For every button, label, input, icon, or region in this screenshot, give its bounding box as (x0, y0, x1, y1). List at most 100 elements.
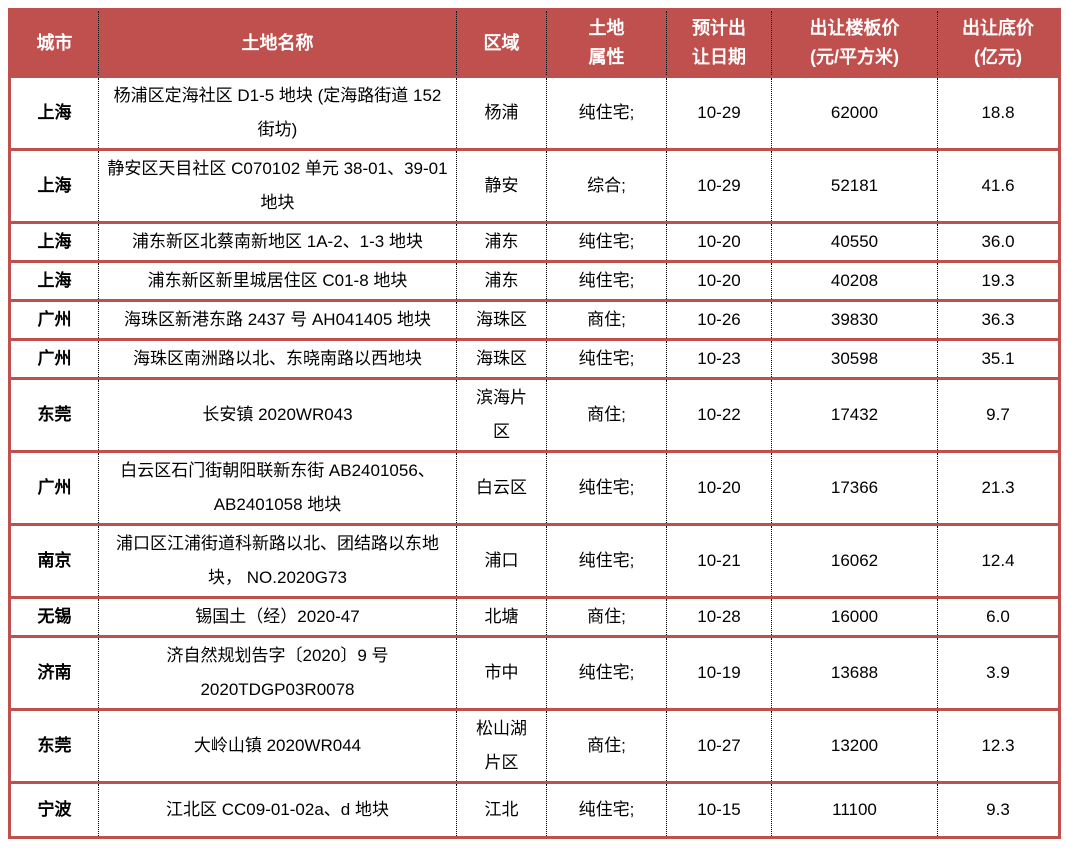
cell-land-name: 白云区石门街朝阳联新东街 AB2401056、AB2401058 地块 (98, 451, 457, 526)
cell-date: 10-29 (666, 76, 772, 151)
cell-base-price: 19.3 (937, 261, 1060, 302)
cell-floor-price: 40208 (771, 261, 938, 302)
cell-date: 10-29 (666, 149, 772, 224)
table-row: 东莞 大岭山镇 2020WR044 松山湖片区 商住; 10-27 13200 … (9, 709, 1060, 784)
cell-date: 10-20 (666, 222, 772, 263)
cell-floor-price: 52181 (771, 149, 938, 224)
cell-date: 10-20 (666, 261, 772, 302)
cell-base-price: 36.0 (937, 222, 1060, 263)
cell-base-price: 41.6 (937, 149, 1060, 224)
cell-floor-price: 62000 (771, 76, 938, 151)
cell-date: 10-15 (666, 782, 772, 839)
col-header-floor-price: 出让楼板价 (元/平方米) (771, 9, 938, 78)
cell-date: 10-21 (666, 524, 772, 599)
cell-attribute: 纯住宅; (546, 76, 667, 151)
table-row: 济南 济自然规划告字〔2020〕9 号 2020TDGP03R0078 市中 纯… (9, 636, 1060, 711)
cell-district: 松山湖片区 (456, 709, 547, 784)
table-row: 无锡 锡国土（经）2020-47 北塘 商住; 10-28 16000 6.0 (9, 597, 1060, 638)
table-row: 广州 海珠区新港东路 2437 号 AH041405 地块 海珠区 商住; 10… (9, 300, 1060, 341)
cell-land-name: 江北区 CC09-01-02a、d 地块 (98, 782, 457, 839)
cell-attribute: 纯住宅; (546, 636, 667, 711)
cell-attribute: 商住; (546, 300, 667, 341)
cell-base-price: 9.3 (937, 782, 1060, 839)
cell-date: 10-23 (666, 339, 772, 380)
cell-floor-price: 13200 (771, 709, 938, 784)
cell-district: 浦东 (456, 222, 547, 263)
cell-floor-price: 39830 (771, 300, 938, 341)
cell-district: 浦口 (456, 524, 547, 599)
cell-attribute: 商住; (546, 378, 667, 453)
cell-attribute: 纯住宅; (546, 524, 667, 599)
cell-land-name: 大岭山镇 2020WR044 (98, 709, 457, 784)
table-row: 宁波 江北区 CC09-01-02a、d 地块 江北 纯住宅; 10-15 11… (9, 782, 1060, 839)
cell-floor-price: 40550 (771, 222, 938, 263)
cell-district: 白云区 (456, 451, 547, 526)
table-row: 上海 浦东新区新里城居住区 C01-8 地块 浦东 纯住宅; 10-20 402… (9, 261, 1060, 302)
cell-district: 海珠区 (456, 339, 547, 380)
cell-base-price: 12.3 (937, 709, 1060, 784)
cell-base-price: 35.1 (937, 339, 1060, 380)
cell-attribute: 纯住宅; (546, 339, 667, 380)
cell-land-name: 浦东新区新里城居住区 C01-8 地块 (98, 261, 457, 302)
cell-floor-price: 17366 (771, 451, 938, 526)
col-header-attribute: 土地 属性 (546, 9, 667, 78)
cell-city: 广州 (9, 339, 99, 380)
cell-city: 上海 (9, 149, 99, 224)
table-row: 上海 静安区天目社区 C070102 单元 38-01、39-01 地块 静安 … (9, 149, 1060, 224)
cell-date: 10-22 (666, 378, 772, 453)
cell-base-price: 3.9 (937, 636, 1060, 711)
cell-city: 上海 (9, 76, 99, 151)
cell-land-name: 济自然规划告字〔2020〕9 号 2020TDGP03R0078 (98, 636, 457, 711)
cell-attribute: 商住; (546, 709, 667, 784)
table-row: 广州 白云区石门街朝阳联新东街 AB2401056、AB2401058 地块 白… (9, 451, 1060, 526)
cell-land-name: 锡国土（经）2020-47 (98, 597, 457, 638)
cell-city: 无锡 (9, 597, 99, 638)
col-header-land-name: 土地名称 (98, 9, 457, 78)
cell-date: 10-27 (666, 709, 772, 784)
table-row: 东莞 长安镇 2020WR043 滨海片区 商住; 10-22 17432 9.… (9, 378, 1060, 453)
land-transfer-table: 城市 土地名称 区域 土地 属性 预计出 让日期 出让楼板价 (元/平方米) 出… (8, 8, 1061, 839)
cell-attribute: 商住; (546, 597, 667, 638)
cell-land-name: 浦口区江浦街道科新路以北、团结路以东地块， NO.2020G73 (98, 524, 457, 599)
cell-date: 10-26 (666, 300, 772, 341)
cell-city: 上海 (9, 261, 99, 302)
cell-attribute: 纯住宅; (546, 222, 667, 263)
cell-land-name: 长安镇 2020WR043 (98, 378, 457, 453)
table-row: 上海 杨浦区定海社区 D1-5 地块 (定海路街道 152 街坊) 杨浦 纯住宅… (9, 76, 1060, 151)
cell-floor-price: 16000 (771, 597, 938, 638)
cell-date: 10-19 (666, 636, 772, 711)
cell-base-price: 6.0 (937, 597, 1060, 638)
cell-land-name: 静安区天目社区 C070102 单元 38-01、39-01 地块 (98, 149, 457, 224)
cell-base-price: 21.3 (937, 451, 1060, 526)
cell-city: 宁波 (9, 782, 99, 839)
cell-city: 济南 (9, 636, 99, 711)
table-row: 上海 浦东新区北蔡南新地区 1A-2、1-3 地块 浦东 纯住宅; 10-20 … (9, 222, 1060, 263)
cell-attribute: 纯住宅; (546, 451, 667, 526)
cell-attribute: 综合; (546, 149, 667, 224)
cell-city: 广州 (9, 300, 99, 341)
cell-land-name: 海珠区南洲路以北、东晓南路以西地块 (98, 339, 457, 380)
cell-land-name: 海珠区新港东路 2437 号 AH041405 地块 (98, 300, 457, 341)
col-header-city: 城市 (9, 9, 99, 78)
cell-district: 海珠区 (456, 300, 547, 341)
cell-base-price: 36.3 (937, 300, 1060, 341)
cell-base-price: 9.7 (937, 378, 1060, 453)
cell-city: 南京 (9, 524, 99, 599)
cell-attribute: 纯住宅; (546, 261, 667, 302)
cell-district: 滨海片区 (456, 378, 547, 453)
cell-district: 江北 (456, 782, 547, 839)
col-header-district: 区域 (456, 9, 547, 78)
cell-district: 杨浦 (456, 76, 547, 151)
table-body: 上海 杨浦区定海社区 D1-5 地块 (定海路街道 152 街坊) 杨浦 纯住宅… (9, 76, 1060, 839)
cell-land-name: 浦东新区北蔡南新地区 1A-2、1-3 地块 (98, 222, 457, 263)
cell-district: 浦东 (456, 261, 547, 302)
cell-district: 市中 (456, 636, 547, 711)
cell-attribute: 纯住宅; (546, 782, 667, 839)
table-header: 城市 土地名称 区域 土地 属性 预计出 让日期 出让楼板价 (元/平方米) 出… (9, 9, 1060, 78)
cell-city: 广州 (9, 451, 99, 526)
col-header-base-price: 出让底价 (亿元) (937, 9, 1060, 78)
cell-district: 北塘 (456, 597, 547, 638)
cell-base-price: 12.4 (937, 524, 1060, 599)
table-row: 广州 海珠区南洲路以北、东晓南路以西地块 海珠区 纯住宅; 10-23 3059… (9, 339, 1060, 380)
header-row: 城市 土地名称 区域 土地 属性 预计出 让日期 出让楼板价 (元/平方米) 出… (9, 9, 1060, 78)
